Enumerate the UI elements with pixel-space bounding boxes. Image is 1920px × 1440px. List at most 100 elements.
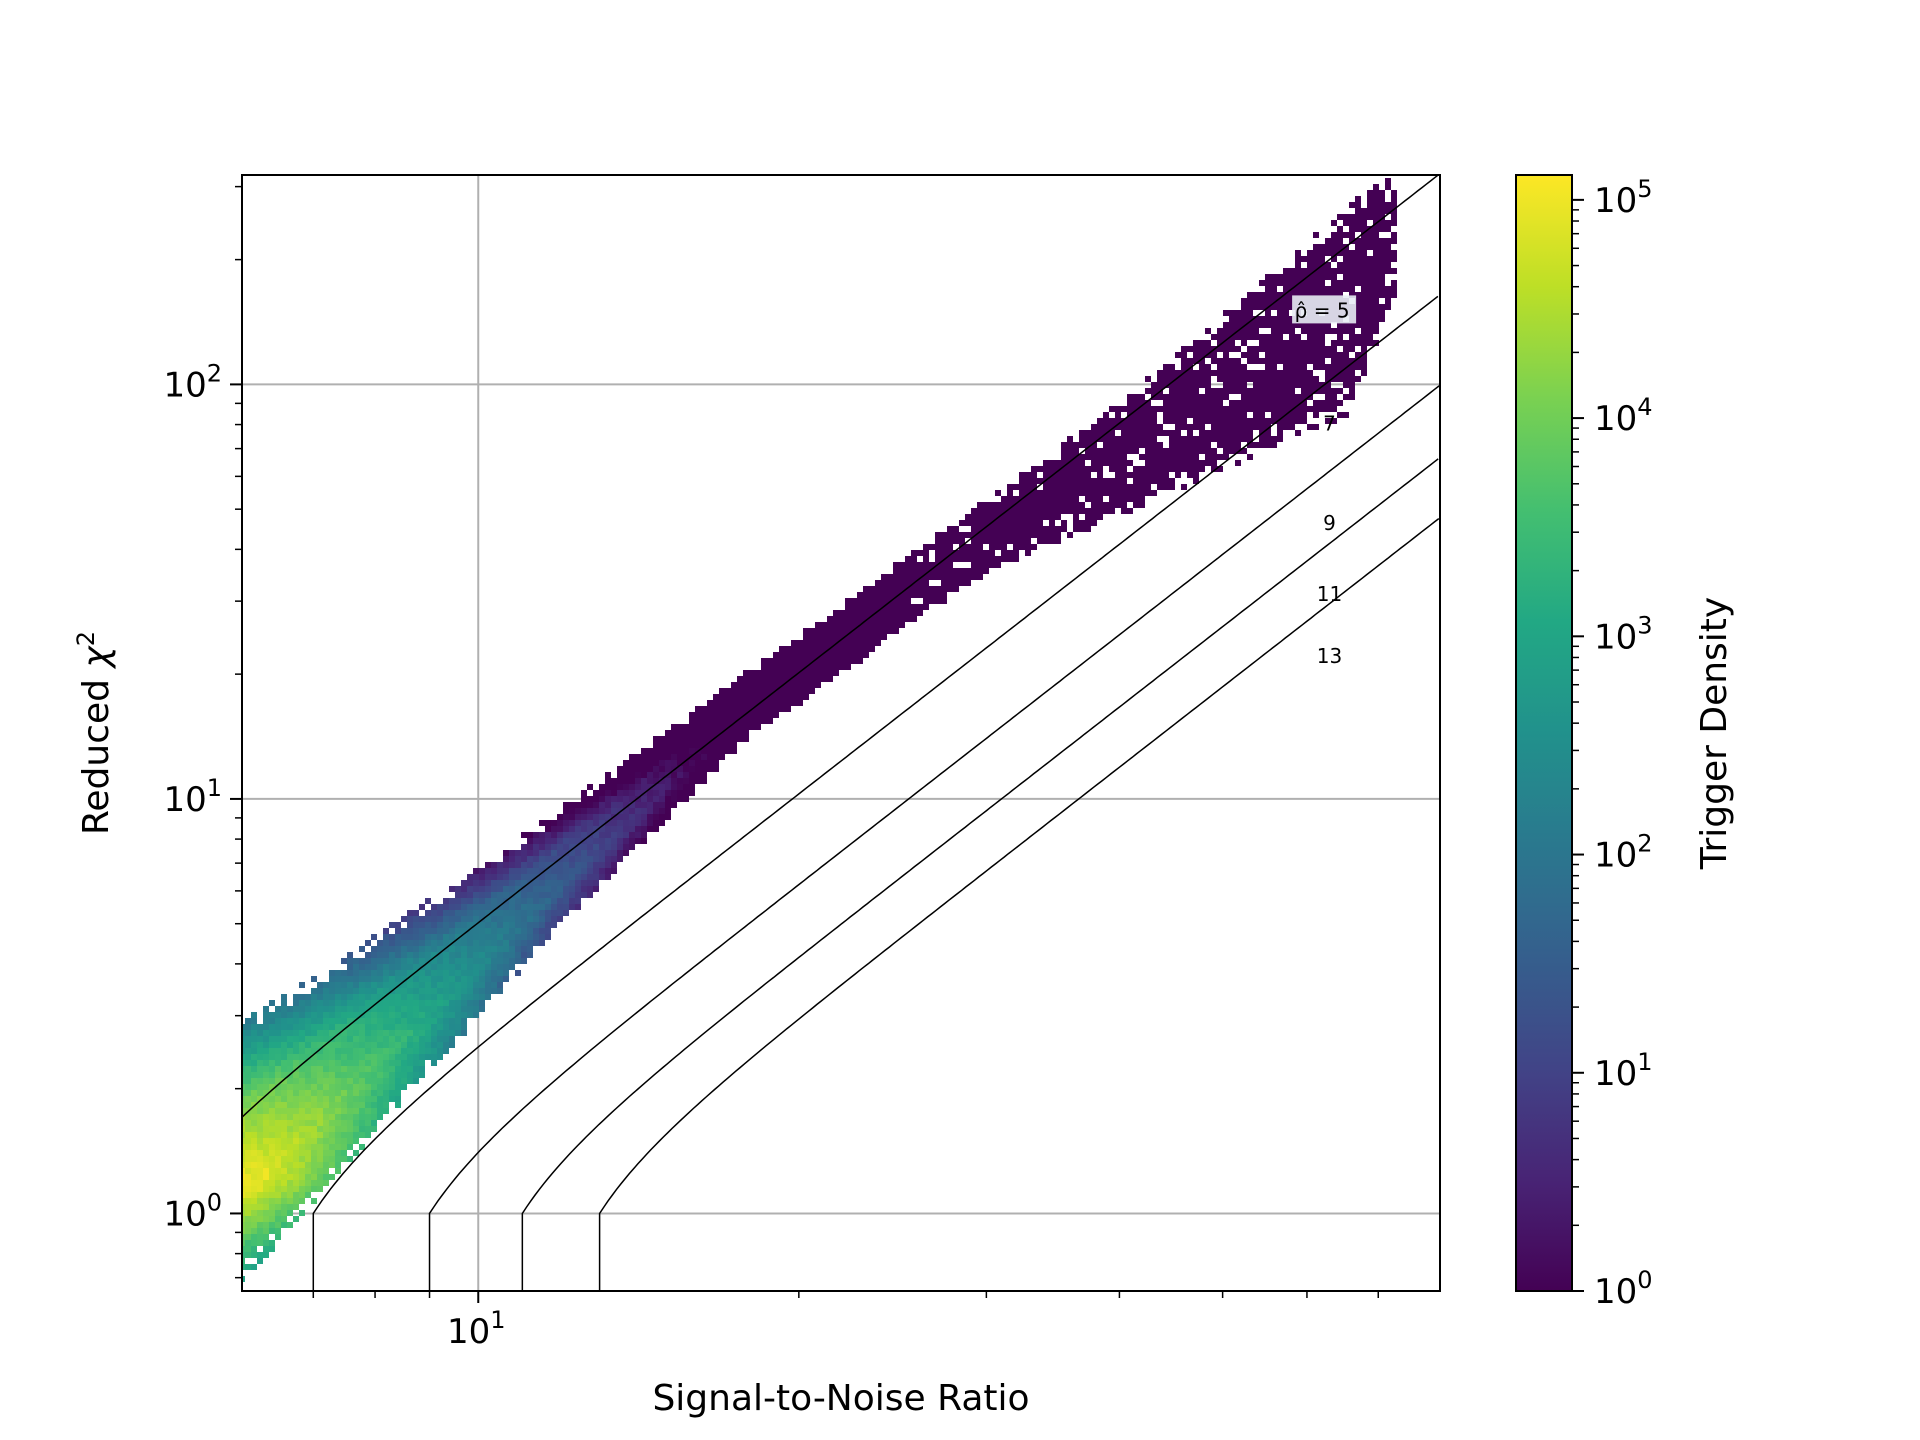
- density-bin: [533, 904, 539, 910]
- density-bin: [1271, 442, 1277, 448]
- density-bin: [719, 748, 725, 754]
- density-bin: [755, 712, 761, 718]
- density-bin: [557, 886, 563, 892]
- density-bin: [797, 688, 803, 694]
- density-bin: [1247, 442, 1253, 448]
- density-bin: [425, 964, 431, 970]
- density-bin: [293, 1204, 299, 1210]
- density-bin: [1091, 454, 1097, 460]
- density-bin: [371, 1012, 377, 1018]
- density-bin: [1379, 274, 1385, 280]
- density-bin: [605, 844, 611, 850]
- density-bin: [1025, 520, 1031, 526]
- density-bin: [1337, 388, 1343, 394]
- density-bin: [1319, 382, 1325, 388]
- density-bin: [455, 886, 461, 892]
- density-bin: [707, 712, 713, 718]
- density-bin: [743, 700, 749, 706]
- density-bin: [1223, 322, 1229, 328]
- density-bin: [539, 838, 545, 844]
- density-bin: [773, 670, 779, 676]
- density-bin: [311, 1060, 317, 1066]
- density-bin: [305, 1156, 311, 1162]
- density-bin: [455, 916, 461, 922]
- density-bin: [1283, 352, 1289, 358]
- density-bin: [1043, 466, 1049, 472]
- density-bin: [401, 1042, 407, 1048]
- density-bin: [1133, 424, 1139, 430]
- density-bin: [1289, 388, 1295, 394]
- density-bin: [1073, 472, 1079, 478]
- density-bin: [1373, 208, 1379, 214]
- density-bin: [437, 1006, 443, 1012]
- density-bin: [1343, 382, 1349, 388]
- density-bin: [1175, 466, 1181, 472]
- density-bin: [1121, 406, 1127, 412]
- density-bin: [245, 1030, 251, 1036]
- density-bin: [791, 676, 797, 682]
- density-bin: [557, 874, 563, 880]
- density-bin: [317, 1096, 323, 1102]
- density-bin: [257, 1192, 263, 1198]
- density-bin: [269, 1222, 275, 1228]
- density-bin: [881, 592, 887, 598]
- density-bin: [1079, 508, 1085, 514]
- density-bin: [323, 1054, 329, 1060]
- density-bin: [911, 556, 917, 562]
- density-bin: [1133, 430, 1139, 436]
- density-bin: [1199, 436, 1205, 442]
- density-bin: [515, 880, 521, 886]
- density-bin: [797, 700, 803, 706]
- density-bin: [269, 1072, 275, 1078]
- density-bin: [437, 940, 443, 946]
- density-bin: [545, 868, 551, 874]
- density-bin: [275, 1168, 281, 1174]
- density-bin: [1283, 268, 1289, 274]
- density-bin: [389, 952, 395, 958]
- density-bin: [749, 724, 755, 730]
- density-bin: [497, 910, 503, 916]
- density-bin: [317, 1132, 323, 1138]
- density-bin: [653, 742, 659, 748]
- density-bin: [1085, 484, 1091, 490]
- density-bin: [425, 940, 431, 946]
- density-bin: [335, 1150, 341, 1156]
- density-bin: [1343, 328, 1349, 334]
- density-bin: [1205, 460, 1211, 466]
- density-bin: [1271, 382, 1277, 388]
- density-bin: [323, 1090, 329, 1096]
- density-bin: [1175, 430, 1181, 436]
- density-bin: [737, 706, 743, 712]
- density-bin: [797, 658, 803, 664]
- density-bin: [1133, 502, 1139, 508]
- density-bin: [959, 574, 965, 580]
- density-bin: [437, 1024, 443, 1030]
- density-bin: [545, 910, 551, 916]
- density-bin: [407, 1048, 413, 1054]
- density-bin: [1211, 394, 1217, 400]
- density-bin: [443, 898, 449, 904]
- density-bin: [359, 1090, 365, 1096]
- density-bin: [1223, 388, 1229, 394]
- density-bin: [1187, 376, 1193, 382]
- density-bin: [539, 850, 545, 856]
- density-bin: [557, 844, 563, 850]
- density-bin: [869, 604, 875, 610]
- density-bin: [311, 1138, 317, 1144]
- density-bin: [299, 1120, 305, 1126]
- density-bin: [455, 928, 461, 934]
- density-bin: [629, 808, 635, 814]
- density-bin: [491, 886, 497, 892]
- density-bin: [1373, 298, 1379, 304]
- density-bin: [1361, 286, 1367, 292]
- density-bin: [365, 1120, 371, 1126]
- density-bin: [1085, 508, 1091, 514]
- density-bin: [383, 1096, 389, 1102]
- density-bin: [449, 958, 455, 964]
- density-bin: [1313, 340, 1319, 346]
- density-bin: [701, 718, 707, 724]
- density-bin: [599, 850, 605, 856]
- density-bin: [623, 766, 629, 772]
- density-bin: [905, 580, 911, 586]
- density-bin: [1313, 274, 1319, 280]
